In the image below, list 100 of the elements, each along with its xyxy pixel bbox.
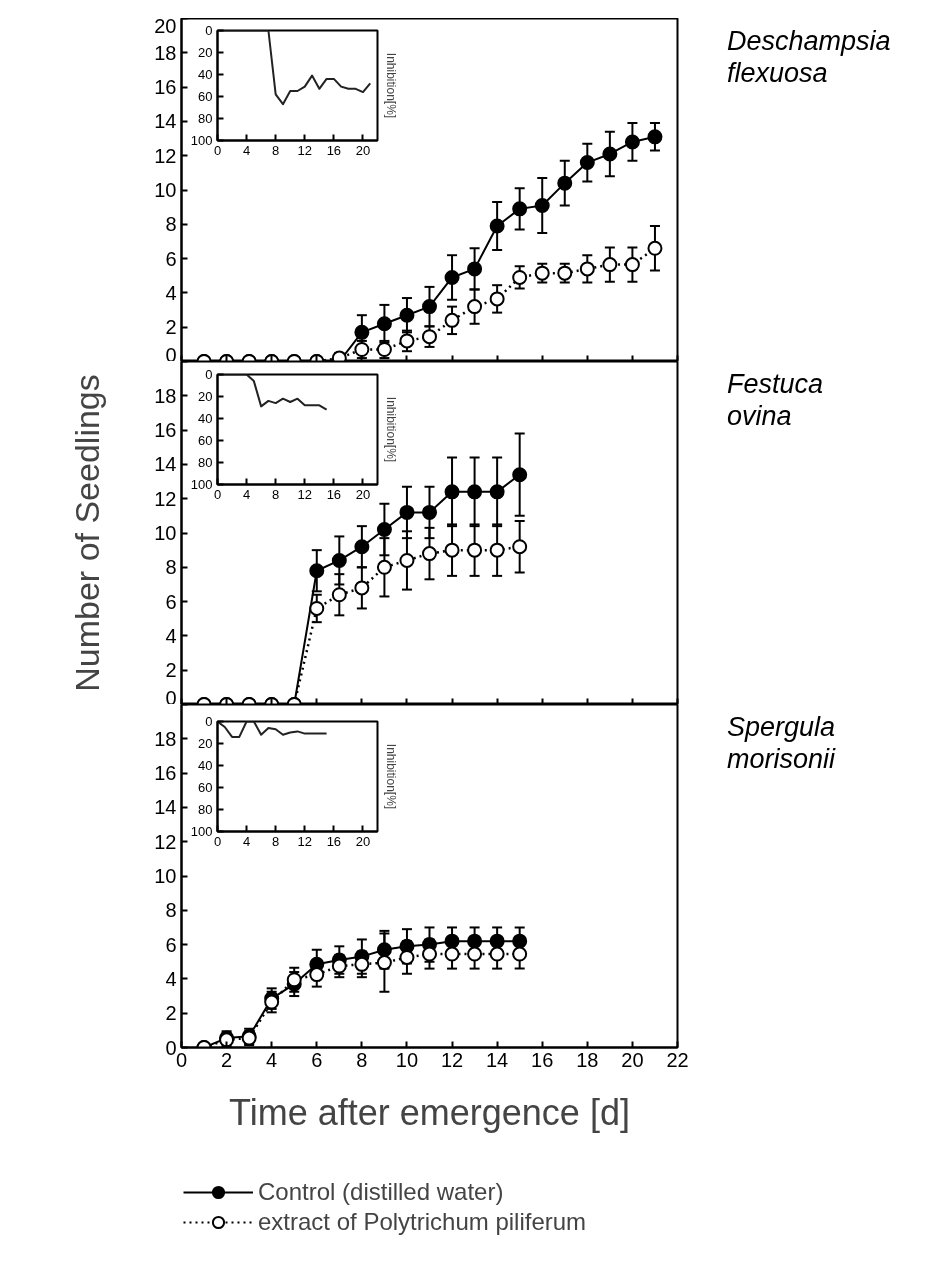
y-tick-label: 20 [198, 389, 213, 404]
point [444, 312, 460, 328]
point [399, 307, 415, 323]
point [422, 546, 437, 562]
x-tick-label: 20 [621, 1048, 644, 1071]
y-tick-label: 2 [165, 659, 177, 682]
point [376, 942, 392, 958]
y-tick-label: 4 [165, 624, 177, 647]
y-tick-label: 14 [154, 453, 177, 476]
point [489, 946, 505, 962]
point [444, 542, 460, 558]
point [309, 967, 325, 983]
y-tick-label: 4 [165, 967, 177, 990]
point [467, 946, 483, 962]
point [467, 299, 483, 315]
y-axis-title: Inhibition[%] [383, 52, 398, 119]
y-tick-label: 18 [154, 727, 177, 750]
x-tick-label: 4 [242, 486, 251, 502]
y-tick-label: 0 [165, 686, 177, 709]
x-tick-label: 8 [356, 1048, 368, 1071]
y-tick-label: 0 [205, 367, 213, 382]
point [467, 261, 483, 277]
x-tick-label: 12 [297, 833, 313, 849]
x-tick-label: 18 [576, 1048, 599, 1071]
y-tick-label: 0 [205, 23, 213, 38]
point [579, 155, 595, 171]
x-tick-label: 12 [297, 142, 313, 158]
point [557, 175, 573, 191]
point [354, 539, 370, 555]
y-tick-label: 60 [198, 433, 213, 448]
y-tick-label: 100 [190, 133, 213, 148]
point [399, 552, 415, 568]
point [376, 316, 392, 332]
point [422, 946, 437, 962]
point [512, 539, 528, 555]
text: Deschampsia flexuosa [727, 25, 891, 90]
point [512, 946, 528, 962]
point [399, 504, 415, 520]
y-tick-label: 40 [198, 758, 213, 773]
x-tick-label: 10 [395, 1048, 419, 1071]
point [467, 933, 483, 949]
y-tick-label: 20 [154, 14, 177, 37]
point [624, 257, 640, 273]
point [579, 261, 595, 277]
y-axis-title: Number of Seedlings [68, 374, 107, 692]
y-tick-label: 40 [198, 67, 213, 82]
point [512, 201, 528, 217]
point [444, 269, 460, 285]
y-tick-label: 100 [190, 824, 213, 839]
legend-label: Control (distilled water) [258, 1178, 504, 1206]
y-tick-label: 80 [198, 111, 213, 126]
x-axis-title: Time after emergence [d] [229, 1091, 630, 1133]
x-tick-label: 22 [666, 1048, 689, 1071]
y-tick-label: 6 [165, 590, 177, 613]
x-tick-label: 8 [272, 486, 280, 502]
y-tick-label: 0 [165, 343, 177, 366]
point [422, 299, 437, 315]
y-tick-label: 6 [165, 933, 177, 956]
x-tick-label: 20 [355, 833, 371, 849]
y-tick-label: 100 [190, 477, 213, 492]
point [647, 129, 663, 145]
point [467, 484, 483, 500]
point [354, 580, 370, 596]
text: Spergula morisonii [727, 711, 836, 776]
y-tick-label: 80 [198, 455, 213, 470]
point [489, 933, 505, 949]
x-tick-label: 8 [272, 833, 280, 849]
y-tick-label: 16 [154, 419, 177, 442]
x-tick-label: 14 [486, 1048, 509, 1071]
y-tick-label: 14 [154, 796, 177, 819]
x-tick-label: 12 [440, 1048, 464, 1071]
y-tick-label: 14 [154, 110, 177, 133]
x-tick-label: 20 [355, 486, 371, 502]
y-tick-label: 2 [165, 1002, 177, 1025]
x-tick-label: 4 [242, 142, 251, 158]
x-tick-label: 2 [221, 1048, 233, 1071]
point [489, 218, 505, 234]
x-tick-label: 12 [297, 486, 313, 502]
y-tick-label: 20 [198, 736, 213, 751]
y-tick-label: 8 [165, 213, 177, 236]
y-tick-label: 80 [198, 802, 213, 817]
point [376, 955, 392, 971]
x-tick-label: 4 [242, 833, 251, 849]
point [489, 484, 505, 500]
point [376, 559, 392, 575]
text: Festuca ovina [727, 368, 824, 433]
y-tick-label: 10 [154, 179, 177, 201]
y-tick-label: 0 [205, 714, 213, 729]
y-tick-label: 16 [154, 762, 177, 785]
y-tick-label: 16 [154, 76, 177, 99]
y-tick-label: 8 [165, 556, 177, 579]
point [534, 197, 550, 213]
y-tick-label: 20 [198, 45, 213, 60]
x-tick-label: 16 [326, 486, 342, 502]
legend-label: extract of Polytrichum piliferum [258, 1208, 587, 1236]
point [444, 946, 460, 962]
point [512, 467, 528, 483]
point [444, 933, 460, 949]
point [512, 269, 528, 285]
point [512, 933, 528, 949]
